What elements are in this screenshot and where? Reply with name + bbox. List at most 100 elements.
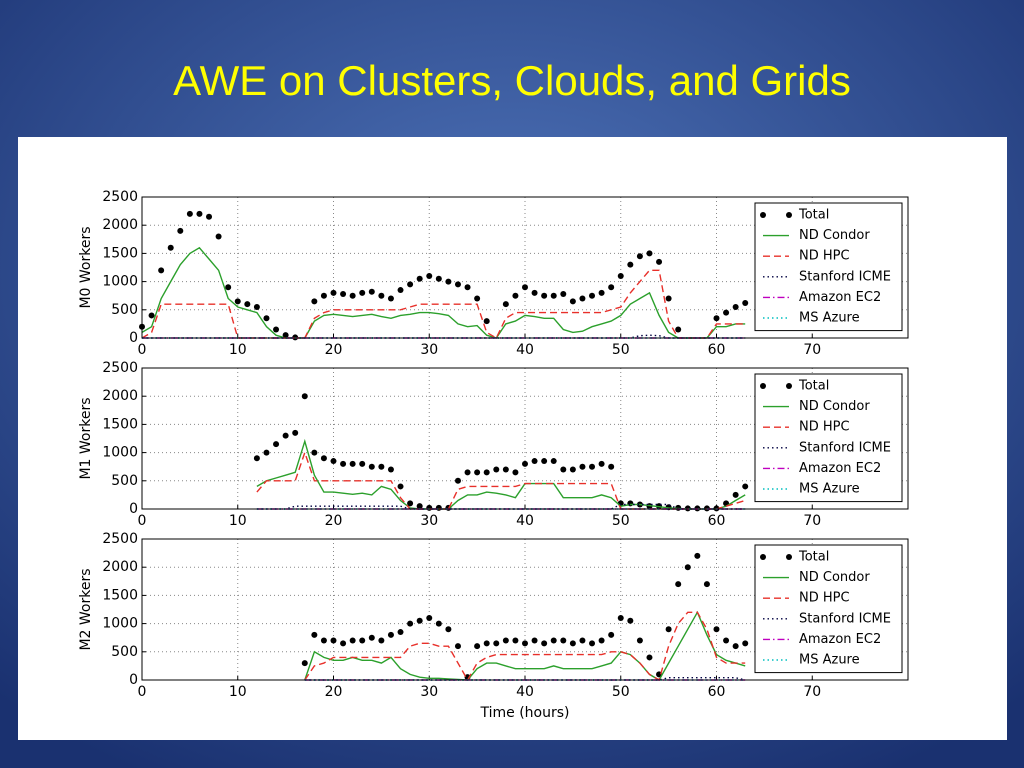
data-point [579,295,586,302]
data-point [426,272,433,279]
data-point [732,643,739,650]
data-point [320,292,327,299]
data-point [311,631,318,638]
legend-label: Stanford ICME [799,611,891,626]
x-tick-label: 10 [229,342,247,358]
data-point [445,626,452,633]
legend-marker [760,554,766,560]
data-point [742,300,749,307]
y-tick-label: 0 [129,501,138,517]
data-point [397,629,404,636]
y-tick-label: 0 [129,330,138,346]
data-point [416,617,423,624]
x-tick-label: 40 [516,342,534,358]
data-point [598,637,605,644]
x-tick-label: 30 [420,342,438,358]
y-tick-label: 2500 [102,531,138,547]
y-axis-label: M0 Workers [78,226,94,308]
data-point [589,640,596,647]
data-point [646,250,653,257]
data-point [598,460,605,467]
axes-frame [141,196,909,339]
slide-title: AWE on Clusters, Clouds, and Grids [173,57,851,104]
data-point [387,631,394,638]
data-point [589,463,596,470]
data-point [541,640,548,647]
legend-marker [786,212,792,218]
data-point [311,449,318,456]
legend-label: Amazon EC2 [799,290,881,305]
x-tick-label: 20 [325,684,343,700]
data-point [483,469,490,476]
legend-box [754,202,903,332]
data-point [531,458,538,465]
data-point [550,292,557,299]
y-tick-label: 2000 [102,217,138,233]
data-point [206,213,213,220]
y-tick-label: 1000 [102,616,138,632]
data-point [407,500,414,507]
y-tick-label: 1500 [102,587,138,603]
data-point [656,258,663,265]
data-point [713,626,720,633]
data-point [723,309,730,316]
x-tick-label: 10 [229,513,247,529]
legend-marker [786,383,792,389]
data-point [474,469,481,476]
data-point [608,284,615,291]
data-point [541,458,548,465]
x-tick-label: 0 [138,342,147,358]
x-tick-label: 0 [138,513,147,529]
x-tick-label: 50 [612,684,630,700]
data-point [407,281,414,288]
data-point [359,289,366,296]
x-tick-label: 0 [138,684,147,700]
data-point [742,483,749,490]
data-point [426,504,433,511]
data-point [454,643,461,650]
data-point [675,326,682,333]
data-point [742,640,749,647]
data-point [560,637,567,644]
x-tick-label: 70 [803,513,821,529]
data-point [387,466,394,473]
legend-label: Total [798,550,829,565]
series-line [256,503,746,510]
data-point [732,303,739,310]
data-point [378,637,385,644]
data-point [186,210,193,217]
x-tick-label: 20 [325,513,343,529]
data-point [569,298,576,305]
data-point [502,301,509,308]
series-line [256,438,746,510]
data-point [301,393,308,400]
data-point [368,463,375,470]
data-point [531,637,538,644]
x-tick-label: 70 [803,684,821,700]
data-point [608,463,615,470]
legend-label: ND HPC [799,420,850,435]
data-point [694,552,701,559]
x-tick-label: 60 [708,342,726,358]
data-point [273,441,280,448]
data-point [522,460,528,467]
y-tick-label: 1000 [102,445,138,461]
data-point [474,295,481,302]
data-point [512,469,519,476]
data-point [311,298,318,305]
data-point [464,284,471,291]
data-point [426,614,433,621]
x-tick-label: 50 [612,342,630,358]
data-point [407,620,414,627]
y-tick-label: 1500 [102,416,138,432]
data-point [550,637,557,644]
data-point [493,640,500,647]
data-point [416,503,423,510]
data-point [177,227,184,234]
data-point [148,312,155,319]
legend-label: ND HPC [799,591,850,606]
legend-label: Amazon EC2 [799,632,881,647]
data-point [273,326,280,333]
legend-marker [760,383,766,389]
